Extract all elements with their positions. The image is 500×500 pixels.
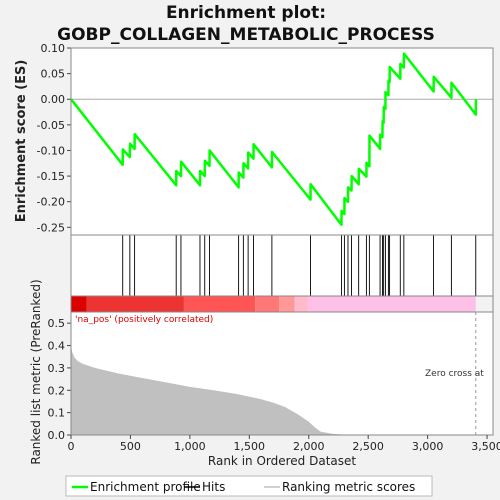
es-y-tick-label: 0.00 (41, 93, 66, 106)
positive-correlation-label: 'na_pos' (positively correlated) (75, 315, 213, 325)
heatmap-segment (294, 296, 308, 312)
zero-cross-label: Zero cross at (425, 369, 484, 379)
ranking-heatmap (71, 296, 476, 312)
title-line-2: GOBP_COLLAGEN_METABOLIC_PROCESS (57, 25, 435, 45)
x-tick-label: 3,500 (471, 440, 500, 453)
legend-label: Enrichment profile (90, 480, 201, 494)
metric-y-tick-label: 0.1 (48, 407, 66, 420)
hit-lines (122, 235, 477, 296)
ranking-metric-area (71, 345, 476, 435)
x-tick-label: 1,500 (234, 440, 266, 453)
x-tick-label: 2,000 (293, 440, 325, 453)
x-tick-label: 1,000 (174, 440, 206, 453)
es-y-tick-label: -0.20 (37, 196, 65, 209)
legend-label: Ranking metric scores (282, 480, 415, 494)
heatmap-segment (279, 296, 295, 312)
heatmap-segment (71, 296, 87, 312)
es-y-tick-label: -0.15 (37, 170, 65, 183)
title-line-1: Enrichment plot: (166, 3, 326, 23)
es-y-tick-label: -0.10 (37, 144, 65, 157)
x-tick-label: 0 (68, 440, 75, 453)
enrichment-profile-line (70, 52, 478, 227)
metric-y-tick-label: 0.2 (48, 384, 66, 397)
metric-y-ticks: 0.0 0.1 0.2 0.3 0.4 0.5 (48, 317, 71, 442)
heatmap-segment (307, 296, 476, 312)
es-y-tick-label: -0.05 (37, 119, 65, 132)
es-y-tick-label: -0.25 (37, 221, 65, 234)
x-tick-label: 3,000 (412, 440, 444, 453)
metric-y-tick-label: 0.4 (48, 340, 66, 353)
metric-y-tick-label: 0.3 (48, 362, 66, 375)
es-y-tick-label: 0.10 (41, 42, 66, 55)
legend: Enrichment profile Hits Ranking metric sco… (65, 475, 433, 497)
es-y-axis-label: Enrichment score (ES) (14, 60, 29, 223)
heatmap-segment (183, 296, 256, 312)
metric-panel-frame (70, 311, 494, 436)
metric-y-tick-label: 0.5 (48, 317, 66, 330)
legend-box (65, 475, 433, 497)
es-y-tick-label: 0.05 (41, 68, 66, 81)
x-ticks: 0 500 1,000 1,500 2,000 2,500 3,000 3,500 (68, 435, 500, 453)
x-axis-label: Rank in Ordered Dataset (208, 454, 356, 468)
hits-panel-background (71, 235, 493, 296)
heatmap-segment (255, 296, 280, 312)
metric-y-tick-label: 0.0 (48, 429, 66, 442)
metric-y-axis-label: Ranked list metric (PreRanked) (29, 279, 43, 464)
x-tick-label: 2,500 (352, 440, 384, 453)
x-tick-label: 500 (120, 440, 141, 453)
heatmap-segment (86, 296, 184, 312)
legend-label: Hits (202, 480, 225, 494)
es-y-ticks: 0.10 0.05 0.00 -0.05 -0.10 -0.15 -0.20 -0.25 (37, 42, 71, 234)
